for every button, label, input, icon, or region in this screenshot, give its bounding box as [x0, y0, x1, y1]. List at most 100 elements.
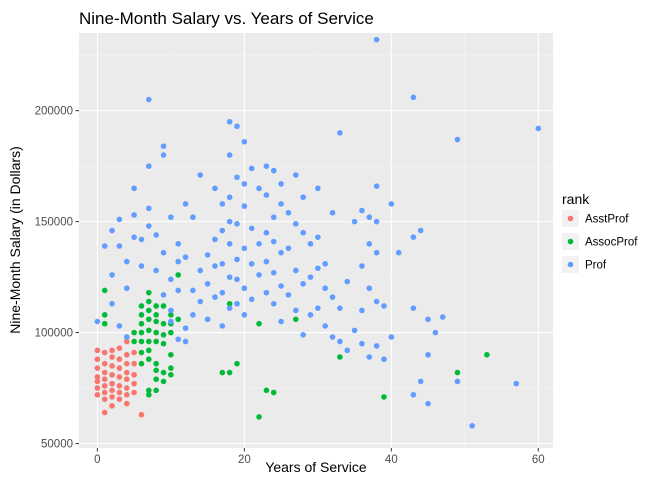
data-point [123, 400, 130, 407]
data-point [454, 378, 461, 385]
data-point [388, 201, 395, 207]
data-point [146, 338, 152, 345]
data-point [175, 272, 182, 278]
y-axis-label: Nine-Month Salary (in Dollars) [7, 146, 23, 334]
data-points [94, 36, 542, 429]
data-point [307, 241, 314, 247]
data-point [256, 185, 262, 192]
data-point [168, 371, 174, 378]
data-point [138, 263, 145, 269]
data-point [322, 323, 328, 329]
series-prof [94, 36, 542, 429]
data-point [219, 201, 226, 207]
data-point [241, 203, 248, 209]
series-asstprof [94, 338, 145, 418]
data-point [175, 336, 182, 343]
data-point [160, 152, 167, 158]
legend-marker [567, 261, 574, 268]
data-point [168, 214, 174, 220]
data-point [329, 334, 336, 340]
data-point [153, 360, 159, 367]
data-point [285, 209, 292, 216]
data-point [116, 396, 123, 402]
data-point [300, 229, 306, 236]
data-point [373, 36, 380, 43]
data-point [131, 234, 137, 240]
data-point [160, 369, 167, 376]
data-point [146, 205, 152, 212]
data-point [234, 360, 240, 367]
data-point [153, 338, 159, 345]
data-point [123, 258, 130, 265]
data-point [123, 385, 130, 391]
data-point [219, 323, 226, 329]
data-point [101, 320, 108, 327]
data-point [168, 312, 174, 318]
data-point [366, 354, 373, 360]
data-point [366, 285, 373, 292]
data-point [153, 267, 159, 274]
data-point [116, 374, 123, 380]
data-point [160, 332, 167, 338]
data-point [146, 327, 152, 334]
data-point [248, 296, 255, 303]
data-point [190, 312, 196, 318]
data-point [292, 316, 299, 323]
legend-label: AsstProf [585, 214, 629, 226]
data-point [381, 356, 387, 363]
data-point [425, 316, 431, 323]
data-point [131, 360, 137, 367]
major-gridlines [79, 33, 553, 448]
data-point [234, 221, 240, 227]
data-point [425, 351, 431, 358]
legend-title: rank [562, 191, 590, 207]
data-point [197, 298, 204, 305]
data-point [300, 194, 306, 201]
data-point [182, 338, 189, 345]
legend-marker [567, 215, 574, 222]
data-point [138, 349, 145, 356]
data-point [153, 303, 159, 309]
data-point [138, 329, 145, 336]
data-point [278, 318, 284, 325]
x-axis-ticks: 0 20 40 60 [94, 448, 545, 466]
data-point [123, 351, 130, 358]
data-point [101, 243, 108, 249]
legend-label: AssocProf [585, 237, 638, 249]
data-point [300, 280, 306, 287]
data-point [175, 287, 182, 294]
data-point [270, 238, 277, 245]
data-point [315, 185, 321, 192]
data-point [226, 274, 233, 280]
data-point [168, 318, 174, 325]
data-point [425, 400, 431, 407]
data-point [138, 411, 145, 418]
data-point [315, 305, 321, 311]
data-point [160, 292, 167, 298]
data-point [116, 383, 123, 389]
data-point [300, 332, 306, 338]
data-point [292, 172, 299, 178]
data-point [168, 276, 174, 283]
data-point [373, 183, 380, 189]
data-point [182, 325, 189, 331]
data-point [285, 292, 292, 298]
data-point [94, 378, 101, 385]
data-point [315, 234, 321, 240]
minor-gridlines [79, 33, 553, 448]
data-point [146, 298, 152, 305]
data-point [153, 367, 159, 374]
data-point [153, 376, 159, 383]
data-point [109, 394, 115, 400]
data-point [226, 300, 233, 307]
data-point [373, 298, 380, 305]
data-point [131, 329, 137, 336]
data-point [359, 340, 365, 347]
data-point [410, 234, 417, 240]
data-point [94, 365, 101, 371]
data-point [219, 227, 226, 234]
data-point [234, 123, 240, 130]
data-point [160, 320, 167, 327]
data-point [101, 389, 108, 396]
data-point [234, 256, 240, 263]
